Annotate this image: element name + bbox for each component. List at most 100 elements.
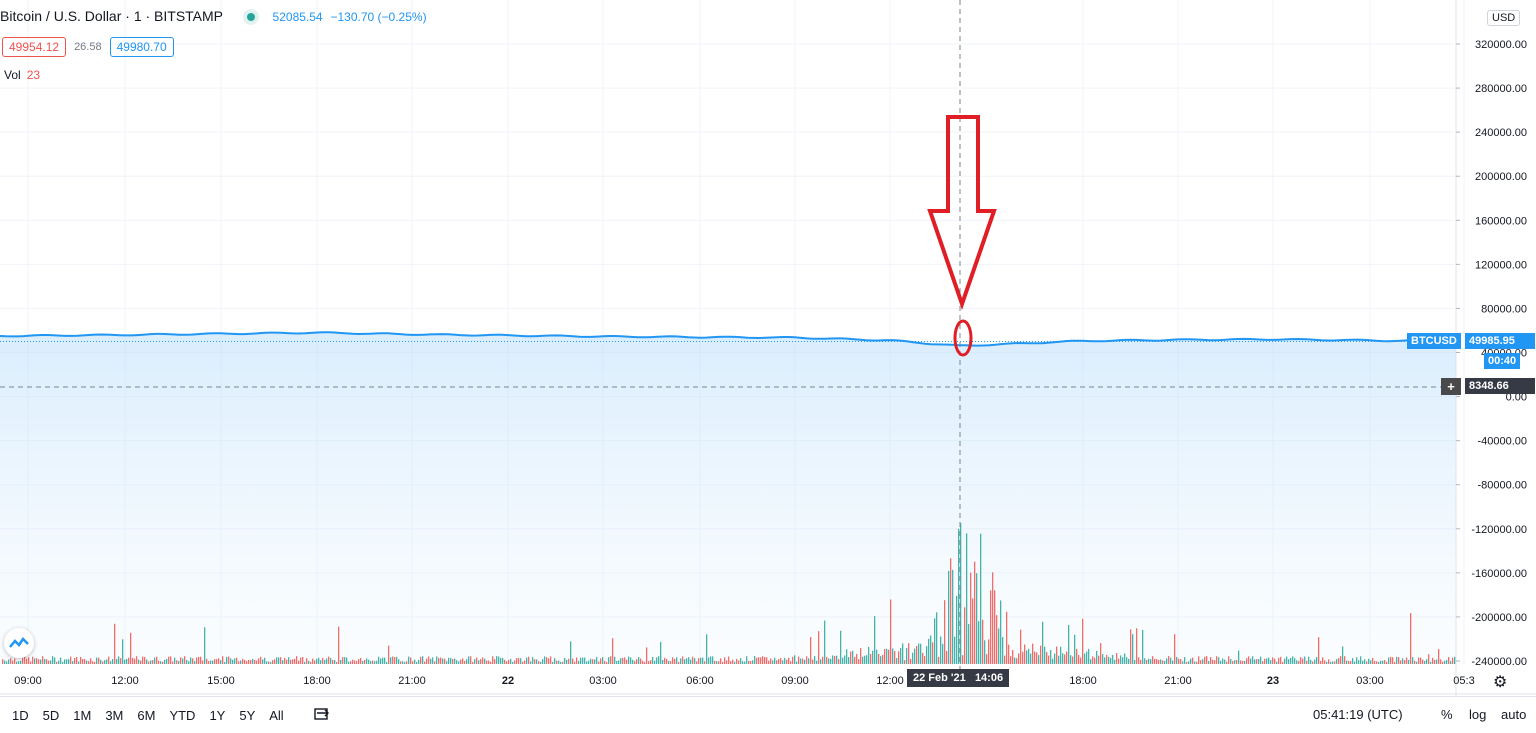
auto-scale-toggle[interactable]: auto — [1501, 707, 1527, 722]
volume-bar — [1134, 660, 1136, 664]
time-tick-label: 21:00 — [398, 675, 426, 687]
volume-bar — [180, 657, 182, 664]
tradingview-logo-icon[interactable] — [4, 628, 34, 658]
volume-bar — [900, 648, 902, 664]
range-6m[interactable]: 6M — [137, 707, 156, 723]
volume-bar — [516, 658, 518, 664]
volume-bar — [854, 656, 856, 664]
volume-bar — [936, 612, 938, 664]
volume-bar — [694, 658, 696, 664]
volume-bar — [986, 654, 988, 664]
volume-bar — [1398, 657, 1400, 664]
volume-bar — [1104, 657, 1106, 664]
volume-bar — [596, 657, 598, 664]
volume-bar — [352, 659, 354, 664]
volume-bar — [724, 657, 726, 664]
volume-bar — [98, 657, 100, 664]
volume-bar — [162, 661, 164, 664]
volume-bar — [18, 661, 20, 664]
percent-scale-toggle[interactable]: % — [1441, 707, 1453, 722]
volume-bar — [306, 658, 308, 664]
volume-bar — [546, 657, 548, 664]
utc-clock[interactable]: 05:41:19 (UTC) — [1313, 707, 1403, 722]
volume-bar — [22, 658, 24, 664]
volume-bar — [1236, 660, 1238, 664]
volume-bar — [196, 657, 198, 664]
red-arrow-annotation — [927, 115, 997, 357]
volume-bar — [728, 656, 730, 664]
volume-bar — [244, 659, 246, 664]
volume-bar — [1290, 658, 1292, 664]
volume-bar — [612, 638, 614, 664]
volume-bar — [1086, 651, 1088, 664]
volume-bar — [716, 661, 718, 664]
volume-bar — [750, 661, 752, 664]
volume-bar — [1232, 661, 1234, 664]
volume-bar — [72, 661, 74, 664]
volume-bar — [1180, 659, 1182, 664]
volume-bar — [954, 636, 956, 664]
volume-bar — [888, 649, 890, 664]
range-5d[interactable]: 5D — [42, 707, 60, 723]
go-to-date-icon[interactable] — [314, 707, 330, 724]
gear-icon[interactable]: ⚙ — [1493, 674, 1508, 691]
volume-bar — [940, 636, 942, 664]
volume-bar — [662, 660, 664, 664]
volume-bar — [518, 658, 520, 664]
currency-button[interactable]: USD — [1487, 10, 1521, 26]
volume-bar — [862, 656, 864, 664]
range-1d[interactable]: 1D — [12, 707, 29, 723]
volume-bar — [842, 657, 844, 664]
volume-bar — [102, 661, 104, 664]
chart-canvas[interactable]: 320000.00 280000.00 240000.00 200000.00 1600… — [0, 0, 1536, 696]
volume-bar — [6, 661, 8, 664]
volume-bar — [198, 656, 200, 664]
volume-bar — [1442, 661, 1444, 664]
sell-button[interactable]: 49954.12 — [2, 37, 67, 57]
volume-bar — [298, 660, 300, 664]
volume-bar — [654, 660, 656, 664]
volume-bar — [1092, 656, 1094, 664]
volume-bar — [1402, 658, 1404, 664]
volume-bar — [1148, 658, 1150, 664]
volume-bar — [1360, 656, 1362, 664]
volume-bar — [1334, 661, 1336, 664]
volume-bar — [380, 658, 382, 664]
volume-bar — [232, 659, 234, 664]
volume-bar — [234, 658, 236, 664]
symbol-title[interactable]: Bitcoin / U.S. Dollar · 1 · BITSTAMP — [0, 8, 223, 24]
volume-bar — [1166, 658, 1168, 664]
volume-bar — [1160, 659, 1162, 664]
volume-bar — [1266, 658, 1268, 664]
volume-bar — [730, 661, 732, 664]
plus-icon[interactable]: + — [1441, 378, 1461, 395]
volume-bar — [1142, 630, 1144, 664]
range-all[interactable]: All — [269, 707, 284, 723]
range-5y[interactable]: 5Y — [239, 707, 256, 723]
volume-bar — [426, 658, 428, 664]
volume-bar — [1444, 660, 1446, 664]
volume-bar — [292, 659, 294, 664]
volume-bar — [114, 623, 116, 664]
volume-bar — [766, 657, 768, 664]
range-3m[interactable]: 3M — [105, 707, 124, 723]
volume-bar — [642, 660, 644, 664]
log-scale-toggle[interactable]: log — [1469, 707, 1487, 722]
volume-bar — [1050, 650, 1052, 664]
volume-bar — [316, 659, 318, 664]
price-tick-label: -120000.00 — [1471, 524, 1527, 536]
range-ytd[interactable]: YTD — [169, 707, 196, 723]
volume-bar — [644, 661, 646, 664]
volume-bar — [144, 657, 146, 664]
volume-bar — [1310, 659, 1312, 664]
volume-bar — [918, 643, 920, 664]
volume-bar — [20, 660, 22, 664]
volume-bar — [1170, 657, 1172, 664]
volume-bar — [274, 659, 276, 664]
volume-bar — [164, 659, 166, 664]
buy-button[interactable]: 49980.70 — [109, 37, 174, 57]
volume-bar — [800, 658, 802, 664]
range-1m[interactable]: 1M — [73, 707, 92, 723]
volume-bar — [88, 661, 90, 664]
range-1y[interactable]: 1Y — [209, 707, 226, 723]
